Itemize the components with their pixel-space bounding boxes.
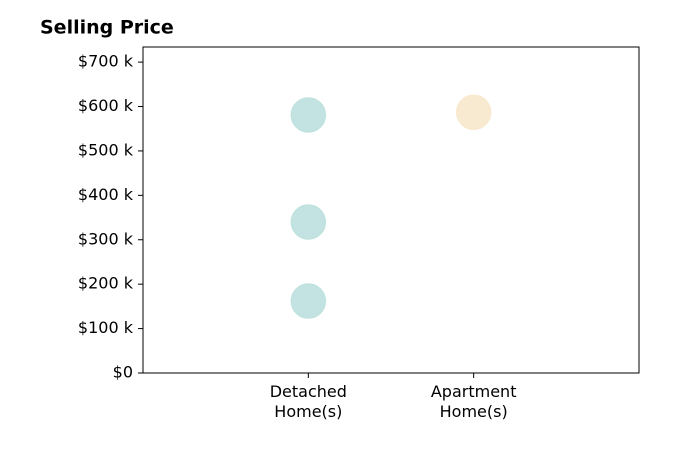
point [455, 94, 492, 131]
x-tick-label: Detached Home(s) [270, 382, 347, 421]
y-tick-label: $700 k [78, 52, 134, 71]
plot-frame [142, 46, 640, 374]
point [290, 204, 327, 240]
y-tick-label: $200 k [78, 274, 134, 293]
y-tick-label: $400 k [78, 185, 134, 204]
chart-title: Selling Price [40, 17, 174, 39]
y-tick-label: $0 [113, 363, 133, 382]
point [290, 283, 327, 319]
y-tick-label: $600 k [78, 96, 134, 115]
x-tick-label: Apartment Home(s) [431, 382, 517, 421]
y-tick-label: $500 k [78, 140, 134, 159]
point [290, 97, 327, 133]
y-tick-label: $300 k [78, 229, 134, 248]
y-tick-label: $100 k [78, 318, 134, 337]
